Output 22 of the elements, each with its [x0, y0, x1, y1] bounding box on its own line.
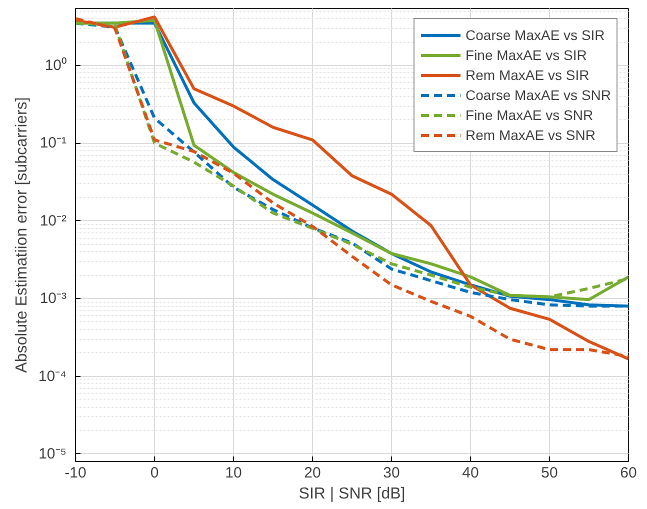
x-tick-label: 20 — [304, 464, 321, 482]
legend-label: Coarse MaxAE vs SNR — [466, 87, 611, 103]
x-tick-label: 60 — [620, 464, 637, 482]
x-tick-label: 40 — [462, 464, 479, 482]
x-tick-label: 30 — [383, 464, 400, 482]
y-tick-label: 10⁻³ — [40, 290, 67, 308]
y-tick-label: 10⁻⁴ — [38, 368, 67, 385]
legend-label: Coarse MaxAE vs SIR — [466, 27, 605, 43]
y-tick-label: 10⁻¹ — [40, 134, 67, 152]
x-axis-title: SIR | SNR [dB] — [298, 486, 406, 502]
legend-label: Fine MaxAE vs SIR — [466, 47, 587, 63]
y-tick-label: 10⁰ — [44, 56, 67, 74]
legend-label: Fine MaxAE vs SNR — [466, 107, 594, 123]
y-tick-label: 10⁻² — [40, 212, 67, 230]
y-axis-title: Absolute Estimatiion error [subcarriers] — [13, 97, 30, 373]
legend-label: Rem MaxAE vs SIR — [466, 67, 590, 83]
x-tick-label: 0 — [150, 464, 159, 482]
x-tick-label: -10 — [64, 464, 86, 482]
legend-label: Rem MaxAE vs SNR — [466, 127, 596, 143]
x-tick-label: 50 — [541, 464, 558, 482]
x-tick-label: 10 — [225, 464, 242, 482]
y-tick-label: 10⁻⁵ — [38, 445, 67, 462]
